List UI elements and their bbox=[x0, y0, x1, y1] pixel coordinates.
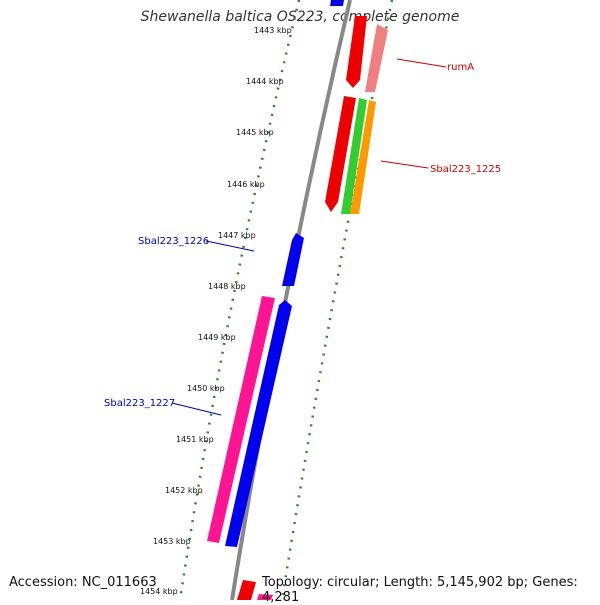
outer-dotted-track bbox=[280, 0, 394, 600]
map-title: Shewanella baltica OS223, complete genom… bbox=[140, 9, 460, 25]
gene-green[interactable] bbox=[341, 98, 367, 214]
tick-1454: 1454 kbp bbox=[140, 587, 178, 596]
leader-sbal1225 bbox=[380, 160, 429, 169]
gene-rumA-salmon[interactable] bbox=[365, 24, 388, 92]
tick-1448: 1448 kbp bbox=[208, 282, 246, 291]
gene-top-blue[interactable] bbox=[330, 0, 344, 6]
gene-sbal1227-pink[interactable] bbox=[207, 296, 275, 543]
tick-1446: 1446 kbp bbox=[227, 180, 265, 189]
gene-orange[interactable] bbox=[350, 100, 376, 214]
tick-1447: 1447 kbp bbox=[218, 231, 256, 240]
tick-1444: 1444 kbp bbox=[246, 77, 284, 86]
label-rumA: rumA bbox=[447, 62, 474, 73]
gene-bottom-red[interactable] bbox=[237, 580, 256, 600]
genome-summary-text: Topology: circular; Length: 5,145,902 bp… bbox=[262, 575, 578, 605]
tick-labels: 1443 kbp 1444 kbp 1445 kbp 1446 kbp 1447… bbox=[140, 26, 292, 596]
tick-1445: 1445 kbp bbox=[236, 128, 274, 137]
label-sbal1225: Sbal223_1225 bbox=[430, 164, 501, 175]
tick-1451: 1451 kbp bbox=[176, 435, 214, 444]
tick-1450: 1450 kbp bbox=[187, 384, 225, 393]
label-sbal1226: Sbal223_1226 bbox=[138, 236, 209, 247]
inner-dotted-track bbox=[178, 0, 301, 600]
tick-1449: 1449 kbp bbox=[198, 333, 236, 342]
tick-1453: 1453 kbp bbox=[153, 537, 191, 546]
tick-1443: 1443 kbp bbox=[254, 26, 292, 35]
gene-sbal1226-blue[interactable] bbox=[282, 233, 304, 286]
tick-1452: 1452 kbp bbox=[165, 486, 203, 495]
leader-sbal1226 bbox=[205, 240, 255, 252]
gene-rumA-red[interactable] bbox=[346, 16, 367, 88]
label-sbal1227: Sbal223_1227 bbox=[104, 398, 175, 409]
leader-sbal1227 bbox=[171, 402, 222, 416]
gene-bottom-pink[interactable] bbox=[257, 594, 273, 600]
gene-long-blue[interactable] bbox=[225, 300, 292, 547]
leader-rumA bbox=[396, 58, 447, 68]
genome-backbone bbox=[230, 0, 352, 600]
gene-red-long[interactable] bbox=[325, 96, 356, 212]
accession-text: Accession: NC_011663 bbox=[9, 575, 157, 590]
